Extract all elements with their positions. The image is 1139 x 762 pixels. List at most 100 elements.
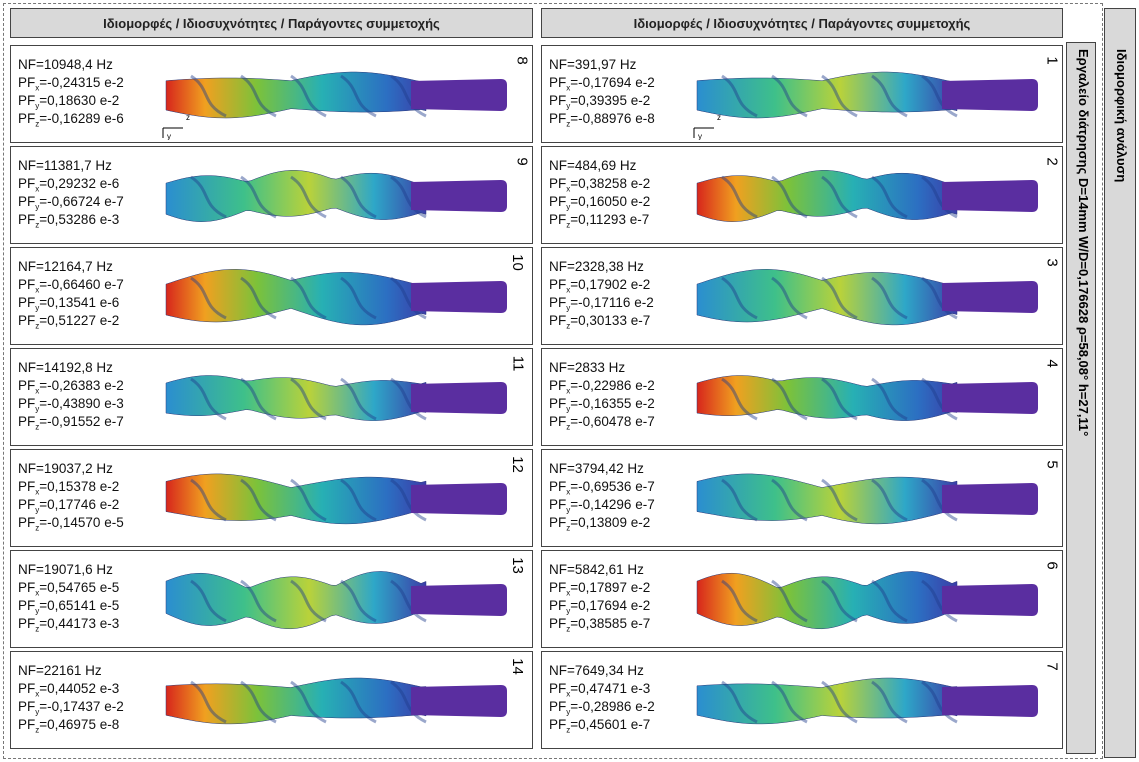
pf-value: =0,17902 e-2 [570, 277, 650, 292]
pf-label: PF [549, 212, 566, 227]
pf-label: PF [549, 75, 566, 90]
pf-label: PF [549, 598, 566, 613]
pf-label: PF [549, 616, 566, 631]
natural-frequency: NF=11381,7 Hz [18, 157, 112, 175]
pf-label: PF [18, 313, 35, 328]
pf-value: =0,39395 e-2 [570, 93, 650, 108]
pf-value: =0,30133 e-7 [570, 313, 650, 328]
triad-label: y [167, 132, 171, 140]
pf-label: PF [549, 479, 566, 494]
pf-value: =-0,17694 e-2 [570, 75, 654, 90]
pf-label: PF [18, 414, 35, 429]
drill-shape [161, 165, 526, 227]
drill-shape [161, 670, 526, 732]
pf-label: PF [549, 414, 566, 429]
drill-shape [692, 468, 1057, 530]
pf-value: =-0,66724 e-7 [39, 194, 123, 209]
participation-factor: PFz=0,13809 e-2 [549, 514, 650, 538]
mode-cell: NF=12164,7 HzPFx=-0,66460 e-7PFy=0,13541… [10, 247, 533, 345]
pf-value: =0,29232 e-6 [39, 176, 119, 191]
pf-value: =-0,60478 e-7 [570, 414, 654, 429]
participation-factor: PFz=-0,91552 e-7 [18, 413, 124, 437]
pf-value: =0,15378 e-2 [39, 479, 119, 494]
drill-shank [942, 483, 1038, 515]
natural-frequency: NF=19071,6 Hz [18, 561, 113, 579]
pf-value: =-0,22986 e-2 [570, 378, 654, 393]
drill-shank [411, 382, 507, 414]
natural-frequency: NF=2833 Hz [549, 359, 625, 377]
pf-value: =-0,16289 e-6 [39, 111, 123, 126]
drill-shape [692, 64, 1057, 126]
pf-value: =-0,17437 e-2 [39, 699, 123, 714]
pf-value: =-0,17116 e-2 [570, 295, 653, 310]
natural-frequency: NF=19037,2 Hz [18, 460, 113, 478]
pf-value: =0,17746 e-2 [39, 497, 119, 512]
pf-value: =-0,66460 e-7 [39, 277, 123, 292]
pf-label: PF [18, 396, 35, 411]
axis-triad: zy [159, 106, 199, 140]
side-panel: Εργαλείο διάτρησης D=14mm W/D=0,176628 ρ… [1066, 42, 1096, 754]
pf-label: PF [18, 111, 35, 126]
drill-shank [942, 180, 1038, 212]
drill-shape [692, 165, 1057, 227]
drill-shape [692, 670, 1057, 732]
pf-value: =0,47471 e-3 [570, 681, 650, 696]
pf-label: PF [18, 699, 35, 714]
participation-factor: PFz=-0,60478 e-7 [549, 413, 655, 437]
outer-panel: Ιδιομορφική ανάλυση [1104, 8, 1136, 758]
participation-factor: PFz=-0,88976 e-8 [549, 110, 655, 134]
participation-factor: PFz=0,46975 e-8 [18, 716, 119, 740]
drill-shape [692, 266, 1057, 328]
pf-value: =-0,14296 e-7 [570, 497, 654, 512]
natural-frequency: NF=7649,34 Hz [549, 662, 644, 680]
pf-label: PF [18, 598, 35, 613]
pf-value: =0,13541 e-6 [39, 295, 119, 310]
pf-label: PF [549, 295, 566, 310]
mode-cell: NF=5842,61 HzPFx=0,17897 e-2PFy=0,17694 … [541, 550, 1063, 648]
outer-label: Ιδιομορφική ανάλυση [1114, 49, 1129, 182]
triad-label: y [698, 132, 702, 140]
pf-label: PF [18, 681, 35, 696]
mode-cell: NF=19071,6 HzPFx=0,54765 e-5PFy=0,65141 … [10, 550, 533, 648]
drill-shape [692, 569, 1057, 631]
pf-label: PF [549, 580, 566, 595]
drill-shank [942, 382, 1038, 414]
pf-value: =0,16050 e-2 [570, 194, 650, 209]
participation-factor: PFz=-0,16289 e-6 [18, 110, 124, 134]
natural-frequency: NF=10948,4 Hz [18, 56, 113, 74]
drill-shank [942, 281, 1038, 313]
mode-cell: NF=10948,4 HzPFx=-0,24315 e-2PFy=0,18630… [10, 45, 533, 143]
pf-label: PF [549, 699, 566, 714]
pf-label: PF [549, 93, 566, 108]
participation-factor: PFz=0,38585 e-7 [549, 615, 650, 639]
pf-label: PF [18, 93, 35, 108]
pf-value: =0,45601 e-7 [570, 717, 650, 732]
pf-label: PF [18, 75, 35, 90]
pf-label: PF [18, 277, 35, 292]
pf-label: PF [549, 378, 566, 393]
participation-factor: PFz=0,45601 e-7 [549, 716, 650, 740]
natural-frequency: NF=484,69 Hz [549, 157, 636, 175]
drill-shank [942, 79, 1038, 111]
drill-shape [161, 468, 526, 530]
pf-label: PF [18, 497, 35, 512]
pf-value: =0,38585 e-7 [570, 616, 650, 631]
pf-value: =0,18630 e-2 [39, 93, 119, 108]
pf-value: =-0,91552 e-7 [39, 414, 123, 429]
mode-cell: NF=11381,7 HzPFx=0,29232 e-6PFy=-0,66724… [10, 146, 533, 244]
drill-shank [411, 180, 507, 212]
header-right: Ιδιομορφές / Ιδιοσυχνότητες / Παράγοντες… [541, 8, 1063, 38]
pf-label: PF [549, 717, 566, 732]
pf-value: =0,13809 e-2 [570, 515, 650, 530]
side-label: Εργαλείο διάτρησης D=14mm W/D=0,176628 ρ… [1076, 49, 1091, 436]
natural-frequency: NF=22161 Hz [18, 662, 102, 680]
drill-shape [161, 64, 526, 126]
natural-frequency: NF=391,97 Hz [549, 56, 636, 74]
drill-shank [942, 584, 1038, 616]
drill-shape [161, 569, 526, 631]
drill-shank [411, 584, 507, 616]
drill-shank [411, 281, 507, 313]
